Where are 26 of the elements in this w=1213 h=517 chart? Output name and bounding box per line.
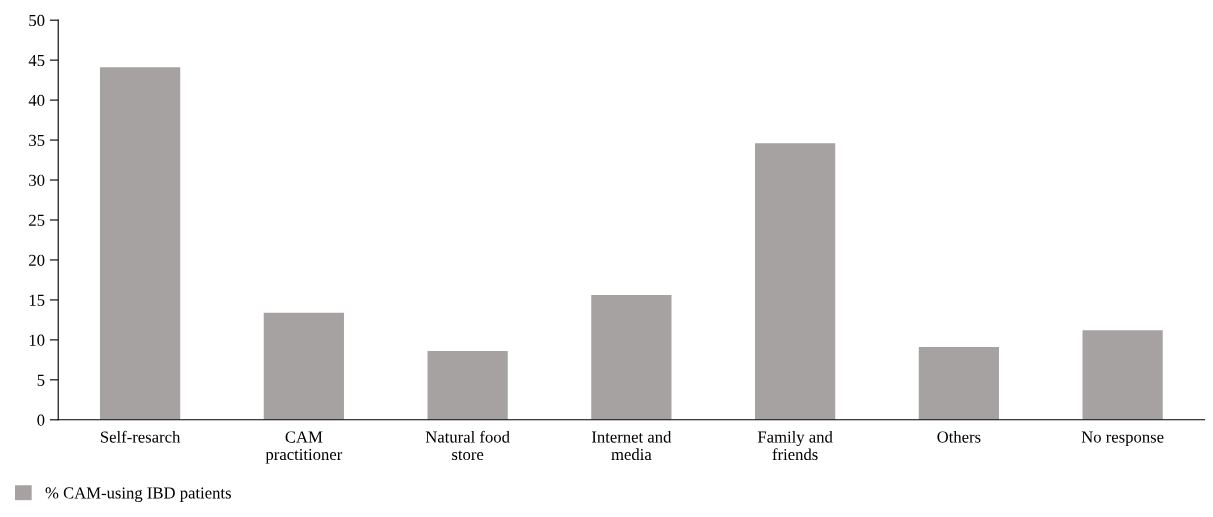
y-tick-label: 35 [29, 134, 45, 146]
legend-label: % CAM-using IBD patients [45, 487, 231, 502]
x-tick-label: No response [1081, 431, 1164, 447]
bar [591, 295, 672, 420]
bar [1082, 330, 1163, 420]
x-tick-label: Internet and media [591, 430, 672, 461]
bar [99, 67, 181, 420]
y-tick-label: 20 [29, 254, 45, 266]
bar [755, 143, 836, 420]
x-tick-label: Others [937, 430, 981, 443]
y-tick-label: 5 [37, 374, 45, 386]
bar [263, 312, 344, 420]
x-tick-label: Natural food store [425, 430, 510, 461]
bar [918, 347, 999, 420]
y-tick-label: 15 [29, 294, 45, 306]
y-tick-label: 40 [28, 94, 45, 107]
y-tick-label: 50 [29, 14, 45, 27]
x-tick-label: Family and friends [757, 430, 833, 461]
bar [427, 351, 508, 420]
x-tick-label: Self-resarch [100, 430, 181, 443]
y-tick-label: 0 [37, 414, 45, 426]
y-tick-label: 30 [29, 174, 45, 186]
x-tick-label: CAM practitioner [265, 431, 343, 464]
y-tick-label: 45 [28, 54, 45, 67]
y-tick-label: 10 [29, 334, 45, 346]
y-tick-label: 25 [29, 214, 45, 226]
